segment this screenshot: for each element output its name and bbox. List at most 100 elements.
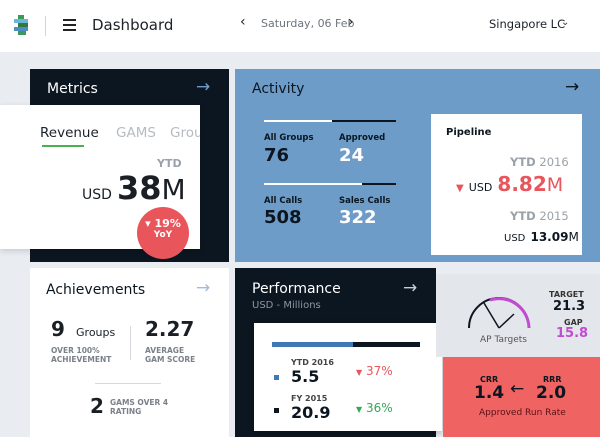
yoy-value: 19%	[154, 217, 181, 230]
gam-score-value: 2.27	[145, 317, 195, 341]
target-label: TARGET	[549, 290, 584, 299]
performance-subtitle: USD - Millions	[252, 300, 321, 311]
currency-label: USD	[468, 181, 493, 194]
gam-score-sub: AVERAGE GAM SCORE	[145, 346, 196, 364]
caret-down-icon: ▼	[356, 405, 363, 414]
top-bar: Dashboard ‹ Saturday, 06 Feb › Singapore…	[0, 0, 600, 52]
page-title: Dashboard	[92, 16, 174, 34]
sales-calls-label: Sales Calls	[339, 196, 391, 206]
ytd-change: ▼ 37%	[356, 364, 393, 378]
chevron-right-icon[interactable]: ›	[348, 14, 354, 30]
crr-value: 1.4	[474, 383, 505, 403]
divider	[45, 16, 46, 36]
caret-down-icon: ▼	[456, 183, 464, 194]
rrr-value: 2.0	[536, 383, 567, 403]
year-label: 2016	[539, 155, 569, 169]
location-select[interactable]: Singapore LC	[489, 17, 566, 31]
gams-sub: GAMS OVER 4 RATING	[110, 398, 169, 416]
target-value: 21.3	[553, 299, 586, 314]
arrow-right-icon[interactable]: →	[196, 278, 211, 298]
all-groups-label: All Groups	[264, 133, 314, 143]
achievements-panel: Achievements → 9 Groups OVER 100% ACHIEV…	[30, 268, 229, 437]
ap-targets-panel: AP Targets TARGET 21.3 GAP 15.8	[436, 274, 600, 357]
unit-label: M	[546, 174, 564, 196]
caret-down-icon: ▼	[356, 368, 363, 377]
approved-label: Approved	[339, 133, 386, 143]
groups-progress	[264, 120, 332, 122]
pipeline-ytd-2015: YTD 2015	[510, 209, 569, 223]
pipeline-value-2016: ▼ USD 8.82M	[456, 172, 563, 196]
chevron-left-icon[interactable]: ‹	[240, 14, 246, 30]
arrow-right-icon[interactable]: →	[196, 77, 211, 97]
sales-calls-value: 322	[339, 207, 377, 228]
fy-change-value: 36%	[365, 401, 393, 415]
achievements-title: Achievements	[46, 282, 146, 298]
ytd-label: YTD	[510, 155, 536, 169]
performance-card: YTD 2016 5.5 ▼ 37% FY 2015 20.9 ▼ 36%	[254, 323, 442, 431]
activity-title: Activity	[252, 81, 305, 97]
currency-label: USD	[504, 233, 526, 244]
performance-progress-fill	[272, 342, 354, 347]
divider	[95, 383, 161, 384]
currency-label: USD	[82, 187, 112, 203]
crr-label: CRR	[480, 375, 499, 384]
fy-change: ▼ 36%	[356, 401, 393, 415]
pipeline-number: 8.82	[497, 172, 547, 196]
tab-groups[interactable]: Grou	[170, 125, 200, 141]
calls-progress-rest	[362, 183, 396, 185]
groups-label: Groups	[76, 326, 116, 339]
ytd-legend-marker	[274, 375, 279, 380]
yoy-label: YoY	[153, 230, 173, 240]
pipeline-card[interactable]: Pipeline YTD 2016 ▼ USD 8.82M YTD 2015 U…	[431, 114, 582, 255]
revenue-number: 38	[117, 169, 162, 207]
pipeline-title: Pipeline	[446, 127, 492, 138]
unit-label: M	[161, 173, 186, 206]
all-calls-label: All Calls	[264, 196, 303, 206]
menu-icon[interactable]	[63, 19, 76, 31]
arrow-left-icon: ←	[510, 379, 525, 399]
ytd-label: YTD	[510, 209, 536, 223]
gams-value: 2	[90, 394, 104, 418]
ytd-value: 5.5	[291, 367, 320, 386]
fy-legend-marker	[274, 408, 279, 413]
run-rate-label: Approved Run Rate	[479, 408, 566, 418]
all-calls-value: 508	[264, 207, 302, 228]
groups-stat: 9 Groups	[51, 317, 115, 341]
arrow-right-icon[interactable]: →	[403, 278, 418, 298]
all-groups-value: 76	[264, 145, 290, 166]
groups-value: 9	[51, 317, 65, 341]
gap-value: 15.8	[556, 326, 589, 341]
run-rate-panel: CRR 1.4 ← RRR 2.0 Approved Run Rate	[443, 357, 600, 437]
groups-sub: OVER 100% ACHIEVEMENT	[51, 346, 112, 364]
metrics-title: Metrics	[47, 81, 98, 97]
pipeline-value-2015: USD 13.09M	[504, 226, 579, 245]
revenue-value: USD 38M	[82, 169, 186, 207]
date-label: Saturday, 06 Feb	[261, 17, 355, 30]
calls-progress	[264, 183, 362, 185]
divider	[130, 326, 131, 360]
groups-progress-rest	[332, 120, 396, 122]
chevron-down-icon[interactable]: ⌄	[561, 17, 570, 28]
gap-label: GAP	[564, 318, 583, 327]
pipeline-number: 13.09	[530, 230, 569, 244]
tab-gams[interactable]: GAMS	[116, 125, 156, 141]
tab-revenue[interactable]: Revenue	[40, 125, 99, 141]
rrr-label: RRR	[543, 375, 562, 384]
performance-title: Performance	[252, 281, 341, 297]
ytd-change-value: 37%	[365, 364, 393, 378]
pipeline-ytd-2016: YTD 2016	[510, 155, 569, 169]
approved-value: 24	[339, 145, 365, 166]
fy-label: FY 2015	[291, 394, 328, 403]
fy-value: 20.9	[291, 403, 331, 422]
unit-label: M	[568, 230, 579, 244]
ytd-label: YTD	[157, 157, 182, 170]
ytd-label: YTD 2016	[291, 358, 334, 367]
arrow-right-icon[interactable]: →	[565, 77, 580, 97]
yoy-badge: ▾ 19% YoY	[137, 207, 189, 259]
gauge-label: AP Targets	[480, 335, 527, 345]
year-label: 2015	[539, 209, 569, 223]
app-logo-icon[interactable]	[14, 15, 32, 37]
active-tab-indicator	[42, 145, 84, 147]
gauge-icon	[468, 297, 531, 329]
caret-down-icon: ▾	[145, 217, 151, 230]
